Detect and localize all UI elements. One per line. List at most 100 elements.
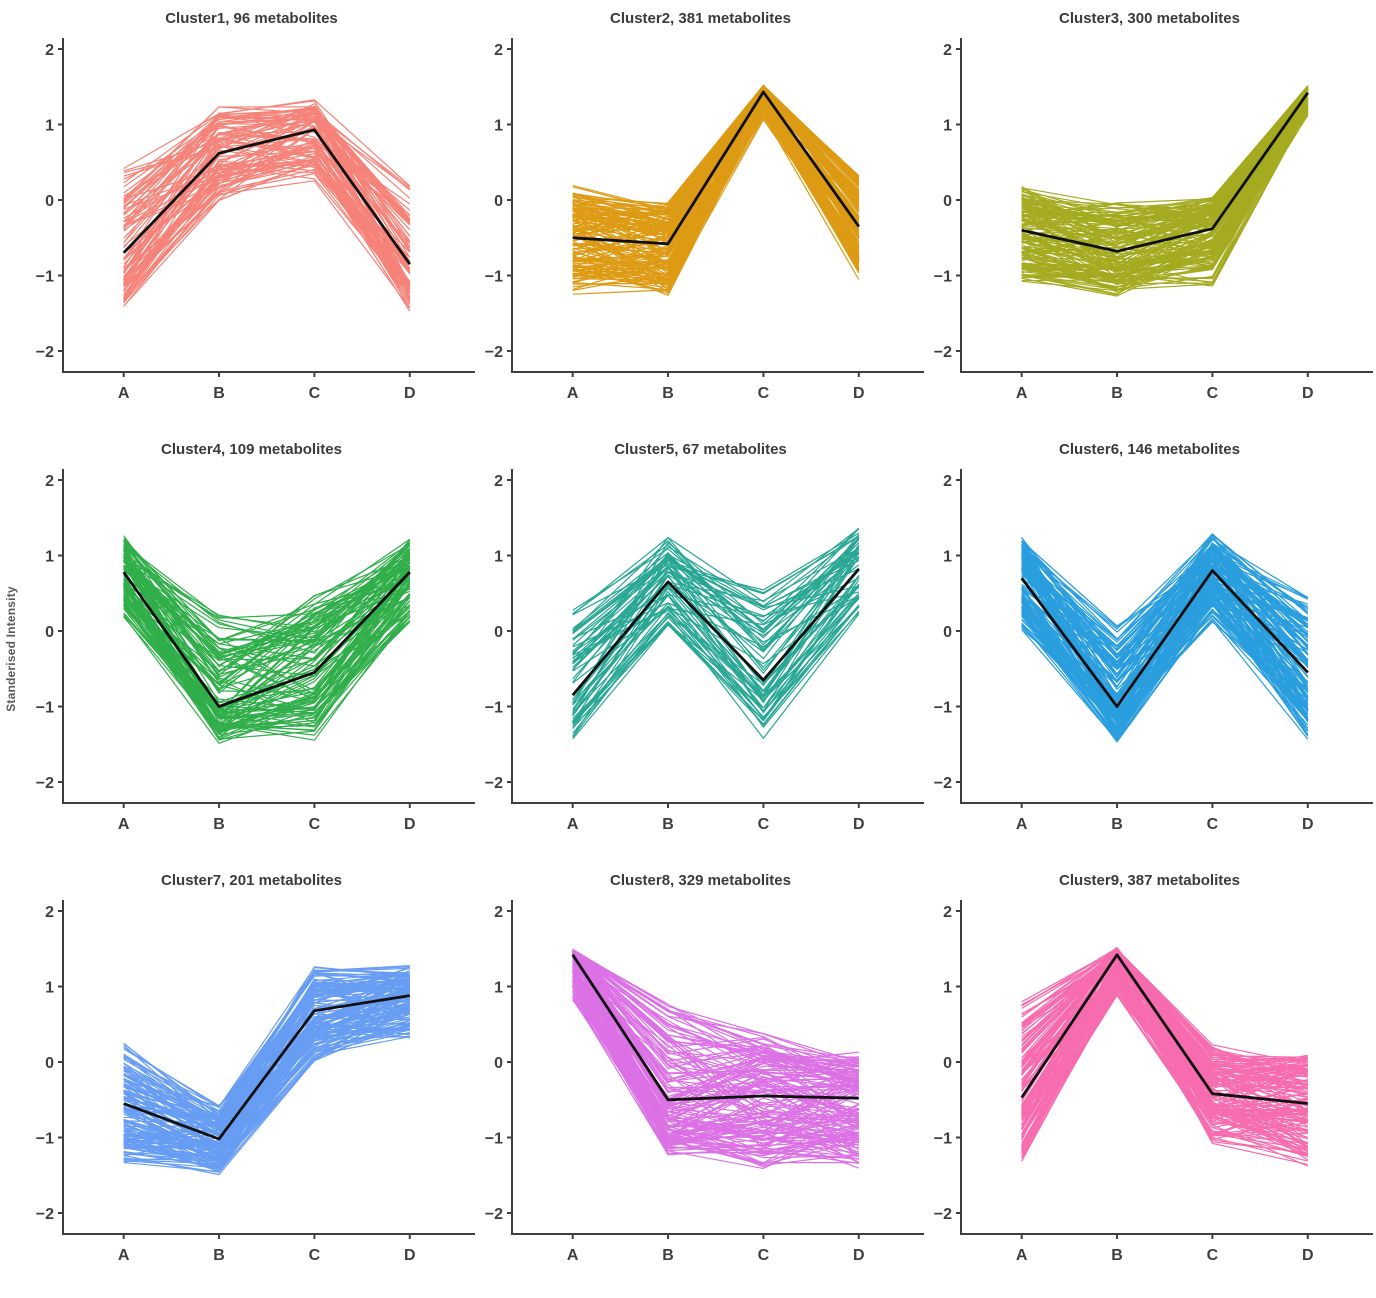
svg-text:2: 2 [45,473,54,490]
panel-title: Cluster8, 329 metabolites [610,872,791,889]
svg-text:B: B [662,1247,674,1264]
svg-text:2: 2 [494,904,503,921]
svg-text:0: 0 [943,193,952,210]
svg-text:0: 0 [943,624,952,641]
svg-text:C: C [309,1247,321,1264]
svg-text:D: D [404,385,416,402]
svg-text:D: D [1302,1247,1314,1264]
svg-text:1: 1 [45,118,54,135]
svg-text:A: A [567,816,579,833]
svg-text:A: A [567,385,579,402]
svg-text:C: C [758,385,770,402]
svg-text:−1: −1 [485,269,503,286]
svg-text:C: C [309,385,321,402]
svg-text:C: C [1207,1247,1219,1264]
cluster-plot-8: 2 1 0 −1 −2 A B C D [485,900,924,1264]
svg-text:D: D [404,816,416,833]
svg-text:1: 1 [943,118,952,135]
svg-text:A: A [118,385,130,402]
svg-text:−1: −1 [934,700,952,717]
cluster-plot-7: 2 1 0 −1 −2 A B C D [36,900,475,1264]
svg-text:A: A [1016,385,1028,402]
svg-text:−2: −2 [485,775,503,792]
cluster-plot-4: 2 1 0 −1 −2 A B C D [36,469,475,833]
cluster-panel-3: Cluster3, 300 metabolites 2 1 0 −1 −2 A B C D [925,4,1374,435]
svg-text:C: C [758,1247,770,1264]
svg-text:2: 2 [45,42,54,59]
cluster-plot-3: 2 1 0 −1 −2 A B C D [934,38,1373,402]
svg-text:D: D [1302,385,1314,402]
svg-text:C: C [1207,385,1219,402]
panel-title: Cluster4, 109 metabolites [161,441,342,458]
svg-text:1: 1 [45,980,54,997]
svg-text:−2: −2 [36,1206,54,1223]
svg-text:B: B [1111,385,1123,402]
svg-text:1: 1 [943,980,952,997]
svg-text:0: 0 [494,193,503,210]
svg-text:B: B [213,1247,225,1264]
svg-text:B: B [662,385,674,402]
svg-text:−1: −1 [485,700,503,717]
svg-text:D: D [853,1247,865,1264]
panel-title: Cluster9, 387 metabolites [1059,872,1240,889]
cluster-panel-1: Cluster1, 96 metabolites 2 1 0 −1 −2 A B C D [27,4,476,435]
svg-text:−1: −1 [36,1131,54,1148]
svg-text:B: B [213,816,225,833]
svg-text:−1: −1 [485,1131,503,1148]
cluster-panel-4: Cluster4, 109 metabolites 2 1 0 −1 −2 A B C D [27,435,476,866]
svg-text:C: C [1207,816,1219,833]
cluster-panel-9: Cluster9, 387 metabolites 2 1 0 −1 −2 A B C D [925,866,1374,1297]
svg-text:0: 0 [45,1055,54,1072]
svg-text:B: B [662,816,674,833]
svg-text:2: 2 [943,473,952,490]
svg-text:1: 1 [494,549,503,566]
svg-text:D: D [853,816,865,833]
svg-text:−1: −1 [36,700,54,717]
panel-title: Cluster6, 146 metabolites [1059,441,1240,458]
panel-title: Cluster5, 67 metabolites [614,441,787,458]
cluster-plot-6: 2 1 0 −1 −2 A B C D [934,469,1373,833]
svg-text:0: 0 [45,624,54,641]
svg-text:−2: −2 [934,775,952,792]
panel-title: Cluster2, 381 metabolites [610,10,791,27]
svg-text:−2: −2 [485,344,503,361]
panels-grid: Cluster1, 96 metabolites 2 1 0 −1 −2 A B C D Clu… [27,4,1374,1297]
svg-text:C: C [309,816,321,833]
cluster-panel-2: Cluster2, 381 metabolites 2 1 0 −1 −2 A B C D [476,4,925,435]
panel-title: Cluster7, 201 metabolites [161,872,342,889]
svg-text:−2: −2 [36,344,54,361]
svg-text:−1: −1 [36,269,54,286]
svg-text:−2: −2 [934,1206,952,1223]
svg-text:C: C [758,816,770,833]
svg-text:B: B [1111,816,1123,833]
svg-text:2: 2 [943,42,952,59]
svg-text:2: 2 [943,904,952,921]
svg-text:1: 1 [943,549,952,566]
svg-text:1: 1 [45,549,54,566]
svg-text:1: 1 [494,118,503,135]
svg-text:B: B [213,385,225,402]
cluster-panel-7: Cluster7, 201 metabolites 2 1 0 −1 −2 A B C D [27,866,476,1297]
cluster-plot-5: 2 1 0 −1 −2 A B C D [485,469,924,833]
svg-text:D: D [404,1247,416,1264]
svg-text:−1: −1 [934,269,952,286]
cluster-panel-8: Cluster8, 329 metabolites 2 1 0 −1 −2 A B C D [476,866,925,1297]
svg-text:1: 1 [494,980,503,997]
cluster-plot-2: 2 1 0 −1 −2 A B C D [485,38,924,402]
svg-text:0: 0 [494,1055,503,1072]
svg-text:0: 0 [494,624,503,641]
panel-title: Cluster3, 300 metabolites [1059,10,1240,27]
svg-text:A: A [118,1247,130,1264]
svg-text:−2: −2 [485,1206,503,1223]
svg-text:2: 2 [494,42,503,59]
svg-text:D: D [853,385,865,402]
svg-text:D: D [1302,816,1314,833]
cluster-plot-9: 2 1 0 −1 −2 A B C D [934,900,1373,1264]
svg-text:−2: −2 [934,344,952,361]
panel-title: Cluster1, 96 metabolites [165,10,338,27]
svg-text:B: B [1111,1247,1123,1264]
svg-text:−1: −1 [934,1131,952,1148]
svg-text:−2: −2 [36,775,54,792]
cluster-panel-6: Cluster6, 146 metabolites 2 1 0 −1 −2 A B C D [925,435,1374,866]
